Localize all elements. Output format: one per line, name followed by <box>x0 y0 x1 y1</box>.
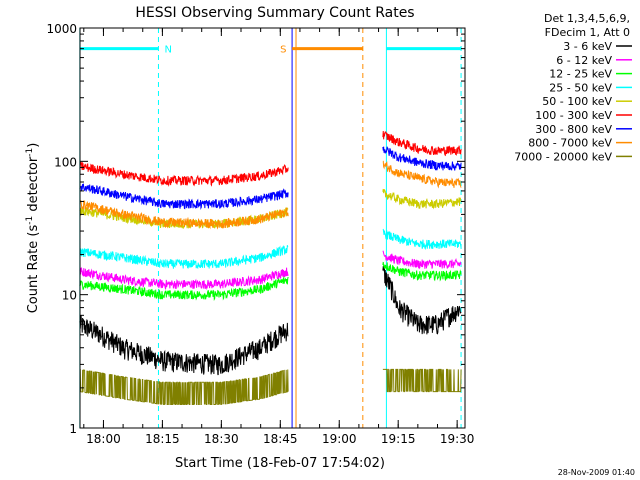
x-tick-label: 19:15 <box>381 432 416 446</box>
timestamp: 28-Nov-2009 01:40 <box>558 468 635 477</box>
legend-entry-label: 800 - 7000 keV <box>528 137 612 150</box>
x-tick-label: 18:45 <box>263 432 298 446</box>
series-8-trace-1 <box>79 200 289 230</box>
series-3-trace-1 <box>79 276 289 302</box>
series-1-trace-2 <box>382 265 462 335</box>
legend: Det 1,3,4,5,6,9, FDecim 1, Att 0 3 - 6 k… <box>514 12 632 163</box>
legend-entry-label: 100 - 300 keV <box>535 109 612 122</box>
series-1 <box>79 265 462 376</box>
x-tick-label: 18:30 <box>204 432 239 446</box>
x-tick-label: 18:00 <box>86 432 121 446</box>
y-tick-label: 10 <box>62 289 77 303</box>
y-axis-label: Count Rate (s-1 detector-1) <box>25 143 41 314</box>
chart-title: HESSI Observing Summary Count Rates <box>135 5 414 21</box>
series-2-trace-2 <box>382 250 462 270</box>
series-7 <box>79 146 462 210</box>
legend-entry-label: 7000 - 20000 keV <box>514 150 612 163</box>
series-2 <box>79 250 462 291</box>
series-5-trace-2 <box>382 188 462 210</box>
series-2-trace-1 <box>79 267 289 291</box>
x-tick-label: 18:15 <box>145 432 180 446</box>
series-9 <box>79 368 462 405</box>
series-6-trace-2 <box>382 130 462 157</box>
series-1-trace-1 <box>79 315 289 376</box>
annotation-label-s: S <box>280 45 286 56</box>
series-4-trace-1 <box>79 245 289 270</box>
axes <box>79 27 466 429</box>
series-4-trace-2 <box>382 228 462 250</box>
legend-entry-label: 300 - 800 keV <box>535 123 612 136</box>
series-7-trace-1 <box>79 183 289 210</box>
plot-frame <box>79 27 466 429</box>
series-3 <box>79 261 462 302</box>
legend-entry-label: 3 - 6 keV <box>563 40 612 53</box>
series-3-trace-2 <box>382 261 462 282</box>
legend-entry-label: 50 - 100 keV <box>542 95 612 108</box>
series-8 <box>79 160 462 230</box>
x-tick-label: 19:30 <box>440 432 475 446</box>
series-8-trace-2 <box>382 160 462 189</box>
series-4 <box>79 228 462 270</box>
legend-header-line-2: FDecim 1, Att 0 <box>545 26 630 39</box>
series-9-trace-2 <box>382 368 462 393</box>
series-6-trace-1 <box>79 161 289 187</box>
legend-entry-label: 25 - 50 keV <box>549 81 612 94</box>
x-tick-label: 19:00 <box>322 432 357 446</box>
legend-entry-label: 6 - 12 keV <box>556 54 612 67</box>
series-7-trace-2 <box>382 146 462 172</box>
y-tick-label: 1000 <box>46 22 77 36</box>
series-9-trace-1 <box>79 368 289 405</box>
y-tick-label: 1 <box>69 422 77 436</box>
annotation-label-n: N <box>164 45 171 56</box>
legend-header-line-1: Det 1,3,4,5,6,9, <box>544 12 630 25</box>
legend-entry-label: 12 - 25 keV <box>549 68 612 81</box>
y-tick-label: 100 <box>54 155 77 169</box>
x-axis-label: Start Time (18-Feb-07 17:54:02) <box>175 456 385 471</box>
series-6 <box>79 130 462 187</box>
